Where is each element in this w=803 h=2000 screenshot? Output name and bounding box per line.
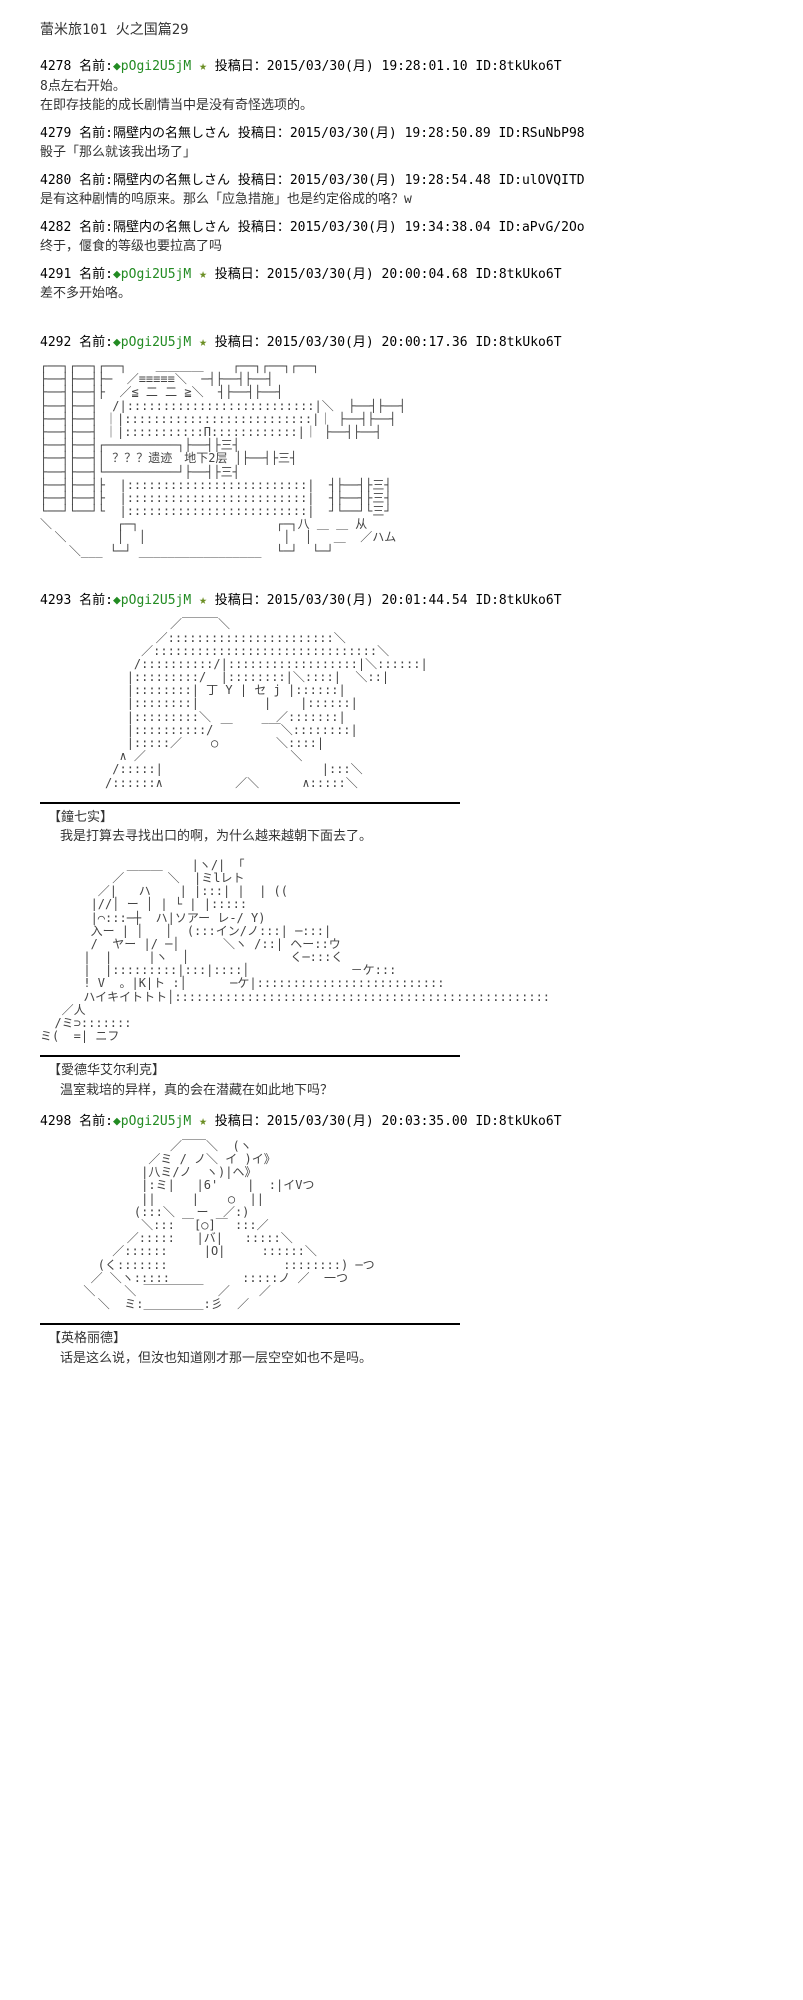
ascii-art-ingrid: ／￣￣＼ (ヽ ／ミ / ノ＼ イ )イ》 |八ミ/ノ ヽ)|ヘ》 |:ミ| |…: [40, 1140, 763, 1311]
post: 4292 名前:◆pOgi2U5jM ★ 投稿日：2015/03/30(月) 2…: [40, 333, 763, 558]
star-icon: ★: [199, 1114, 207, 1129]
post-body: 骰子「那么就该我出场了」: [40, 143, 763, 163]
ascii-art-ruins: ┌──┐┌──┐┌──┐ ＿＿＿＿ ┌──┐┌──┐┌──┐ ├──┤├──┤├…: [40, 360, 763, 558]
post-header: 4293 名前:◆pOgi2U5jM ★ 投稿日：2015/03/30(月) 2…: [40, 591, 763, 611]
character-name: 【英格丽德】: [48, 1329, 763, 1349]
character-name: 【鐘七实】: [48, 808, 763, 828]
tripcode: ◆pOgi2U5jM: [113, 267, 191, 282]
separator: [40, 1055, 460, 1057]
post-header: 4279 名前:隔壁内の名無しさん 投稿日：2015/03/30(月) 19:2…: [40, 124, 763, 144]
post: 4278 名前:◆pOgi2U5jM ★ 投稿日：2015/03/30(月) 1…: [40, 57, 763, 116]
post-body: 差不多开始咯。: [40, 284, 763, 304]
post: 4298 名前:◆pOgi2U5jM ★ 投稿日：2015/03/30(月) 2…: [40, 1112, 763, 1368]
post: 4291 名前:◆pOgi2U5jM ★ 投稿日：2015/03/30(月) 2…: [40, 265, 763, 304]
character-name: 【愛德华艾尔利克】: [48, 1061, 763, 1081]
post-body: 是有这种剧情的呜原来。那么「应急措施」也是约定俗成的咯？w: [40, 190, 763, 210]
tripcode: ◆pOgi2U5jM: [113, 593, 191, 608]
dialogue-text: 我是打算去寻找出口的啊，为什么越来越朝下面去了。: [60, 827, 763, 847]
post-header: 4291 名前:◆pOgi2U5jM ★ 投稿日：2015/03/30(月) 2…: [40, 265, 763, 285]
ascii-art-nanami: ／￣￣￣＼ ／:::::::::::::::::::::::＼ ／:::::::…: [40, 618, 763, 789]
thread-title: 蕾米旅101 火之国篇29: [40, 20, 763, 41]
star-icon: ★: [199, 593, 207, 608]
dialogue-text: 话是这么说，但汝也知道刚才那一层空空如也不是吗。: [60, 1349, 763, 1369]
star-icon: ★: [199, 59, 207, 74]
ascii-art-edward: ＿＿＿ |ヽ/| 「 ／ ＼ |ミlレト ／| ハ | |:::| | | ((…: [40, 859, 763, 1044]
post-body: 8点左右开始。在即存技能的成长剧情当中是没有奇怪选项的。: [40, 77, 763, 116]
post-body: 终于，偃食的等级也要拉高了吗: [40, 237, 763, 257]
posts-container: 4278 名前:◆pOgi2U5jM ★ 投稿日：2015/03/30(月) 1…: [40, 57, 763, 1368]
post-header: 4282 名前:隔壁内の名無しさん 投稿日：2015/03/30(月) 19:3…: [40, 218, 763, 238]
post-header: 4292 名前:◆pOgi2U5jM ★ 投稿日：2015/03/30(月) 2…: [40, 333, 763, 353]
post: 4282 名前:隔壁内の名無しさん 投稿日：2015/03/30(月) 19:3…: [40, 218, 763, 257]
post-header: 4298 名前:◆pOgi2U5jM ★ 投稿日：2015/03/30(月) 2…: [40, 1112, 763, 1132]
post-header: 4278 名前:◆pOgi2U5jM ★ 投稿日：2015/03/30(月) 1…: [40, 57, 763, 77]
separator: [40, 802, 460, 804]
tripcode: ◆pOgi2U5jM: [113, 59, 191, 74]
star-icon: ★: [199, 335, 207, 350]
star-icon: ★: [199, 267, 207, 282]
dialogue-text: 温室栽培的异样，真的会在潜藏在如此地下吗？: [60, 1081, 763, 1101]
post: 4293 名前:◆pOgi2U5jM ★ 投稿日：2015/03/30(月) 2…: [40, 591, 763, 1101]
tripcode: ◆pOgi2U5jM: [113, 335, 191, 350]
post: 4279 名前:隔壁内の名無しさん 投稿日：2015/03/30(月) 19:2…: [40, 124, 763, 163]
tripcode: ◆pOgi2U5jM: [113, 1114, 191, 1129]
post-header: 4280 名前:隔壁内の名無しさん 投稿日：2015/03/30(月) 19:2…: [40, 171, 763, 191]
separator: [40, 1323, 460, 1325]
post: 4280 名前:隔壁内の名無しさん 投稿日：2015/03/30(月) 19:2…: [40, 171, 763, 210]
